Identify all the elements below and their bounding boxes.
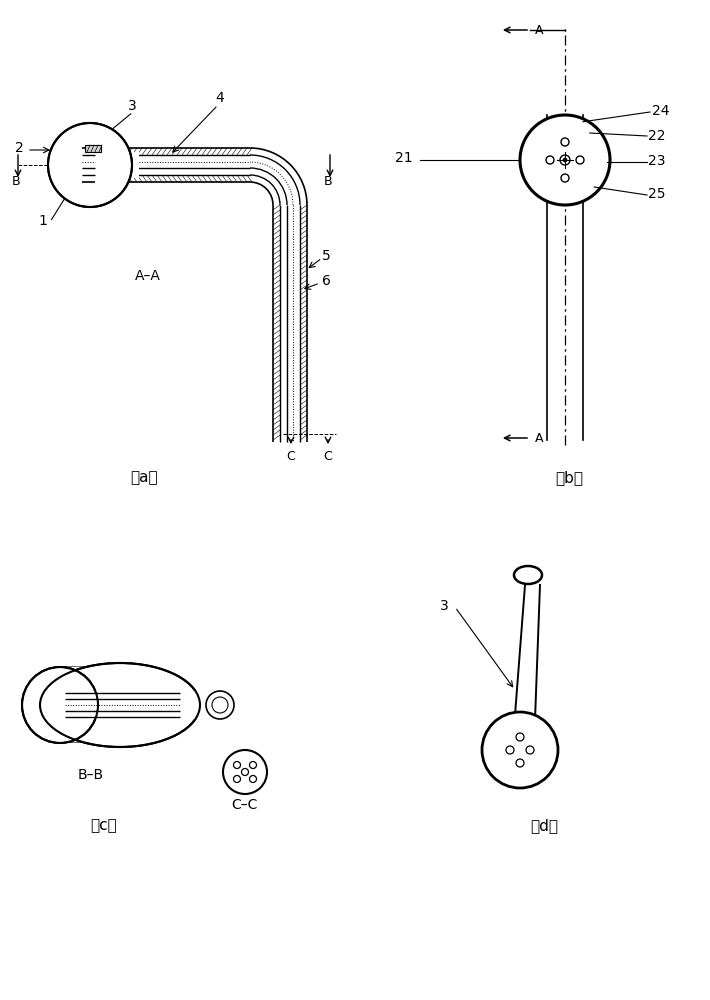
Text: 23: 23 [648, 154, 665, 168]
Circle shape [482, 712, 558, 788]
Text: 24: 24 [652, 104, 670, 118]
Circle shape [249, 776, 256, 782]
Circle shape [506, 746, 514, 754]
Circle shape [516, 759, 524, 767]
Ellipse shape [40, 663, 200, 747]
Bar [82, 152, 139, 178]
Bar [93, 691, 215, 719]
Circle shape [576, 156, 584, 164]
Text: B–B: B–B [78, 768, 104, 782]
Text: 4: 4 [215, 91, 224, 105]
Text: 3: 3 [440, 599, 449, 613]
Text: B: B [324, 175, 332, 188]
Text: C: C [323, 450, 332, 463]
Circle shape [249, 762, 256, 768]
Text: （d）: （d） [530, 818, 558, 833]
Circle shape [563, 158, 567, 162]
Circle shape [241, 768, 248, 776]
Text: 22: 22 [648, 129, 665, 143]
Circle shape [560, 155, 570, 165]
Text: 1: 1 [38, 214, 47, 228]
Text: B: B [12, 175, 21, 188]
Circle shape [22, 667, 98, 743]
Text: C–C: C–C [231, 798, 258, 812]
Text: （a）: （a） [130, 470, 158, 485]
Circle shape [234, 762, 241, 768]
Text: A: A [535, 432, 543, 445]
Text: （c）: （c） [90, 818, 116, 833]
Text: 2: 2 [15, 141, 23, 155]
Circle shape [546, 156, 554, 164]
Circle shape [206, 691, 234, 719]
Circle shape [561, 174, 569, 182]
Text: 5: 5 [322, 249, 331, 263]
Circle shape [223, 750, 267, 794]
Circle shape [48, 123, 132, 207]
Ellipse shape [514, 566, 542, 584]
Circle shape [234, 776, 241, 782]
Text: 25: 25 [648, 187, 665, 201]
Text: 6: 6 [322, 274, 331, 288]
Text: （b）: （b） [555, 470, 583, 485]
Text: 21: 21 [395, 151, 413, 165]
Circle shape [520, 115, 610, 205]
Text: A–A: A–A [135, 269, 161, 283]
Circle shape [516, 733, 524, 741]
Circle shape [561, 138, 569, 146]
Text: A: A [535, 24, 543, 37]
Text: 3: 3 [128, 99, 137, 113]
Text: C: C [286, 450, 295, 463]
Circle shape [526, 746, 534, 754]
Bar [85, 145, 101, 152]
